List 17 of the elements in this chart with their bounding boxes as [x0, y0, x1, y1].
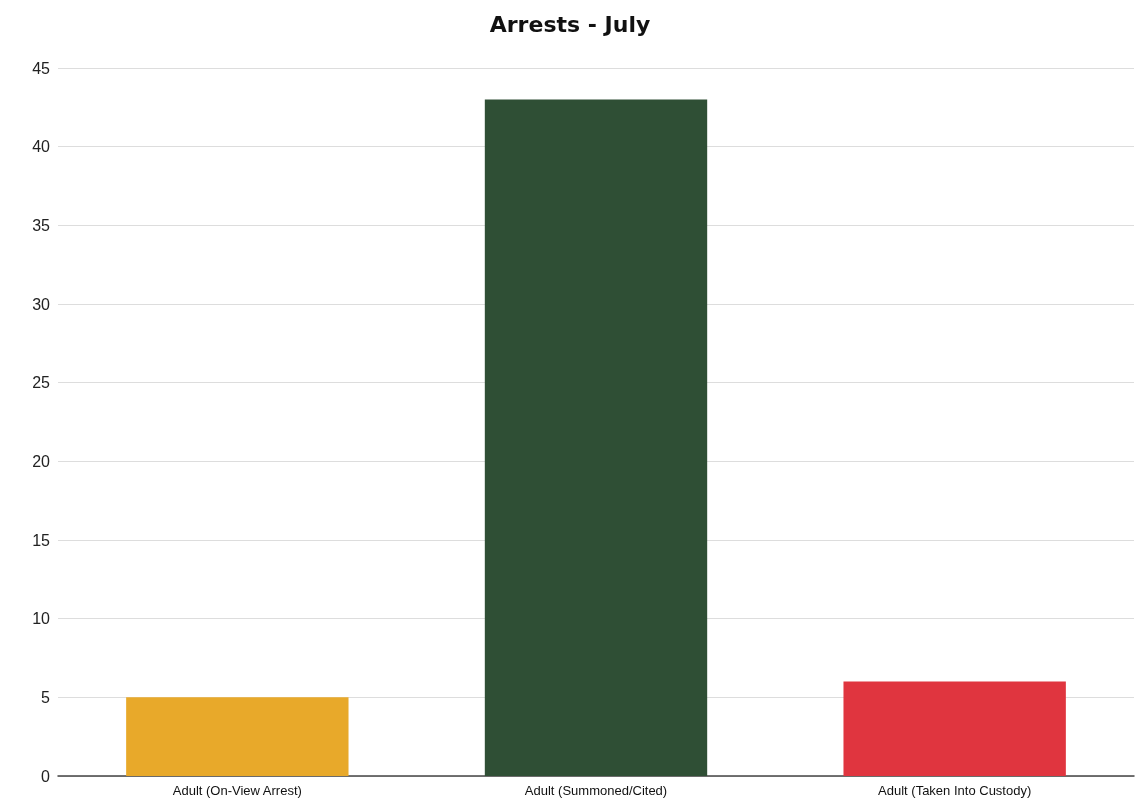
bar — [843, 681, 1066, 776]
y-tick-label: 20 — [32, 452, 51, 470]
y-tick-label: 0 — [41, 767, 51, 785]
bar — [126, 697, 349, 776]
y-tick-label: 25 — [32, 374, 51, 392]
chart-title: Arrests - July — [489, 11, 651, 37]
y-tick-label: 30 — [32, 295, 51, 313]
bar — [484, 99, 708, 776]
y-tick-label: 15 — [32, 531, 51, 549]
y-tick-label: 45 — [32, 59, 51, 77]
x-tick-label: Adult (On-View Arrest) — [172, 783, 302, 798]
y-tick-label: 35 — [32, 216, 51, 234]
y-tick-label: 40 — [32, 138, 51, 156]
y-tick-label: 5 — [41, 688, 51, 706]
x-tick-label: Adult (Taken Into Custody) — [878, 783, 1032, 798]
x-tick-label: Adult (Summoned/Cited) — [524, 783, 668, 798]
y-tick-label: 10 — [32, 610, 51, 628]
